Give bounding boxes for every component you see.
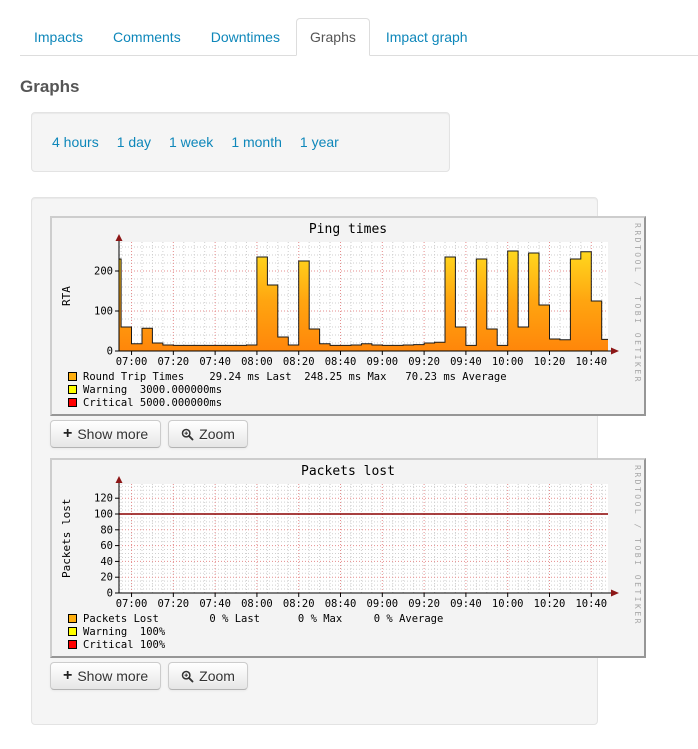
- zoom-label: Zoom: [199, 668, 235, 684]
- plot-area: 0 20 40 60 80 100 120 07:00 07:20 07:40 08:00 08:20…: [94, 476, 619, 610]
- legend-swatch: [68, 627, 77, 636]
- graph-title: Packets lost: [301, 464, 395, 479]
- svg-text:08:40: 08:40: [325, 598, 357, 610]
- show-more-label: Show more: [77, 668, 149, 684]
- svg-text:10:00: 10:00: [492, 598, 524, 610]
- svg-text:60: 60: [100, 540, 113, 552]
- legend-text: Critical 5000.000000ms: [83, 396, 223, 409]
- svg-text:07:00: 07:00: [116, 598, 148, 610]
- svg-text:07:00: 07:00: [116, 356, 148, 368]
- svg-text:40: 40: [100, 556, 113, 568]
- legend-swatch: [68, 372, 77, 381]
- show-more-label: Show more: [77, 426, 149, 442]
- svg-text:09:20: 09:20: [408, 356, 440, 368]
- legend-text: Round Trip Times 29.24 ms Last 248.25 ms…: [83, 370, 507, 383]
- svg-text:10:20: 10:20: [534, 356, 566, 368]
- legend-row: Packets Lost 0 % Last 0 % Max 0 % Averag…: [68, 612, 443, 625]
- zoom-button[interactable]: Zoom: [168, 662, 248, 690]
- graph-actions-row: + Show more Zoom: [50, 662, 597, 690]
- svg-text:08:20: 08:20: [283, 356, 315, 368]
- plus-icon: +: [63, 667, 73, 684]
- graph-block-ping-times: Ping times RTA 0 100 200 07:00 07:20 07:40 08:…: [50, 216, 646, 448]
- magnifier-icon: [181, 428, 194, 440]
- svg-text:10:20: 10:20: [534, 598, 566, 610]
- svg-text:07:20: 07:20: [158, 356, 190, 368]
- svg-text:07:20: 07:20: [158, 598, 190, 610]
- svg-text:09:40: 09:40: [450, 598, 482, 610]
- tab-comments[interactable]: Comments: [113, 29, 181, 45]
- legend-row: Round Trip Times 29.24 ms Last 248.25 ms…: [68, 370, 507, 383]
- svg-text:80: 80: [100, 524, 113, 536]
- svg-text:120: 120: [94, 493, 113, 505]
- legend-row: Warning 100%: [68, 625, 443, 638]
- page-title: Graphs: [20, 77, 80, 96]
- tab-graphs[interactable]: Graphs: [295, 18, 370, 56]
- legend-swatch: [68, 640, 77, 649]
- svg-text:07:40: 07:40: [199, 356, 231, 368]
- tab-downtimes[interactable]: Downtimes: [210, 29, 280, 45]
- graph-actions-row: + Show more Zoom: [50, 420, 597, 448]
- legend-row: Critical 5000.000000ms: [68, 396, 507, 409]
- svg-text:0: 0: [107, 346, 113, 358]
- svg-text:09:20: 09:20: [408, 598, 440, 610]
- svg-text:200: 200: [94, 266, 113, 278]
- graph-legend: Round Trip Times 29.24 ms Last 248.25 ms…: [68, 370, 507, 409]
- tab-bar: Impacts Comments Downtimes Graphs Impact…: [20, 18, 698, 56]
- legend-swatch: [68, 614, 77, 623]
- legend-swatch: [68, 385, 77, 394]
- svg-text:20: 20: [100, 572, 113, 584]
- svg-text:0: 0: [107, 588, 113, 600]
- time-range-1-month[interactable]: 1 month: [231, 134, 282, 150]
- tab-impacts[interactable]: Impacts: [34, 29, 84, 45]
- time-range-panel: 4 hours 1 day 1 week 1 month 1 year: [31, 112, 450, 172]
- svg-text:10:40: 10:40: [575, 356, 607, 368]
- svg-text:100: 100: [94, 509, 113, 521]
- rrdtool-watermark: RRDTOOL / TOBI OETIKER: [633, 465, 642, 626]
- graph-image-packets-lost: Packets lost Packets lost 0 20 40 60 80 100 12…: [50, 458, 646, 658]
- plot-area: 0 100 200 07:00 07:20 07:40 08:00 08:20 08:40 09:…: [94, 234, 619, 368]
- time-range-1-year[interactable]: 1 year: [299, 134, 339, 150]
- svg-text:100: 100: [94, 306, 113, 318]
- zoom-label: Zoom: [199, 426, 235, 442]
- graph-title: Ping times: [308, 222, 388, 237]
- legend-swatch: [68, 398, 77, 407]
- graph-image-ping-times: Ping times RTA 0 100 200 07:00 07:20 07:40 08:…: [50, 216, 646, 416]
- show-more-button[interactable]: + Show more: [50, 662, 162, 690]
- svg-text:07:40: 07:40: [199, 598, 231, 610]
- svg-text:10:40: 10:40: [575, 598, 607, 610]
- tab-impact-graph[interactable]: Impact graph: [385, 29, 468, 45]
- legend-row: Warning 3000.000000ms: [68, 383, 507, 396]
- svg-text:09:00: 09:00: [367, 356, 399, 368]
- rrdtool-watermark: RRDTOOL / TOBI OETIKER: [633, 223, 642, 384]
- graph-legend: Packets Lost 0 % Last 0 % Max 0 % Averag…: [68, 612, 443, 651]
- svg-text:09:40: 09:40: [450, 356, 482, 368]
- svg-text:08:00: 08:00: [241, 356, 273, 368]
- graph-block-packets-lost: Packets lost Packets lost 0 20 40 60 80 100 12…: [50, 458, 646, 690]
- svg-text:08:00: 08:00: [241, 598, 273, 610]
- svg-text:08:20: 08:20: [283, 598, 315, 610]
- legend-row: Critical 100%: [68, 638, 443, 651]
- legend-text: Packets Lost 0 % Last 0 % Max 0 % Averag…: [83, 612, 444, 625]
- show-more-button[interactable]: + Show more: [50, 420, 162, 448]
- time-range-1-week[interactable]: 1 week: [168, 134, 214, 150]
- legend-text: Critical 100%: [83, 638, 166, 651]
- plus-icon: +: [63, 425, 73, 442]
- svg-text:10:00: 10:00: [492, 356, 524, 368]
- time-range-1-day[interactable]: 1 day: [116, 134, 151, 150]
- legend-text: Warning 100%: [83, 625, 166, 638]
- graphs-panel: Ping times RTA 0 100 200 07:00 07:20 07:40 08:…: [31, 197, 646, 725]
- time-range-4-hours[interactable]: 4 hours: [52, 134, 99, 150]
- legend-text: Warning 3000.000000ms: [83, 383, 223, 396]
- zoom-button[interactable]: Zoom: [168, 420, 248, 448]
- magnifier-icon: [181, 670, 194, 682]
- svg-text:08:40: 08:40: [325, 356, 357, 368]
- svg-text:09:00: 09:00: [367, 598, 399, 610]
